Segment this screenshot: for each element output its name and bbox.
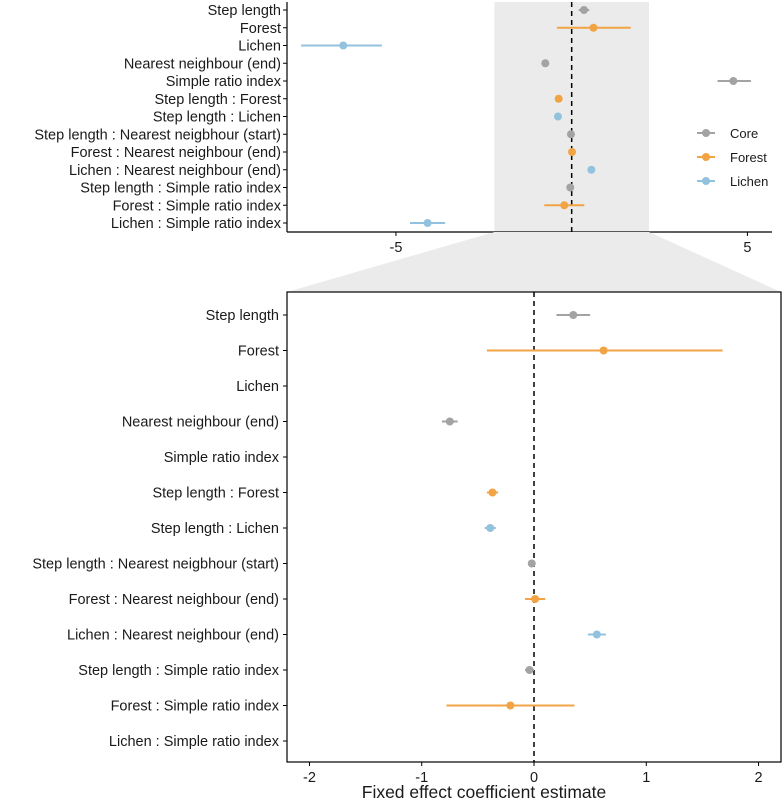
- legend-swatch-point-core: [702, 129, 710, 137]
- zoom-panel: Step length Forest Lichen Nearest neighbour…: [32, 291, 782, 802]
- zoom-highlight-region: [494, 2, 649, 232]
- overview-row-label-step-length-forest: Step length : Forest: [154, 92, 281, 108]
- overview-row-label-nearest-neighbour-end: Nearest neighbour (end): [124, 56, 281, 72]
- zoom-point-step-length-lichen: [486, 524, 495, 532]
- overview-point-step-length-forest: [554, 94, 563, 103]
- overview-row-label-step-length-simple-ratio-index: Step length : Simple ratio index: [80, 181, 281, 197]
- zoom-point-nearest-neighbour-end: [445, 417, 454, 426]
- overview-point-simple-ratio-index: [729, 77, 738, 85]
- overview-row-label-step-length-nearest-neigbhour-start: Step length : Nearest neigbhour (start): [34, 127, 281, 143]
- overview-point-step-length-nearest-neigbhour-start: [566, 130, 575, 139]
- zoom-point-step-length-simple-ratio-index: [525, 666, 534, 674]
- zoom-row-label-lichen: Lichen: [236, 379, 279, 395]
- overview-row-label-step-length-lichen: Step length : Lichen: [153, 110, 281, 126]
- overview-point-lichen-simple-ratio-index: [423, 219, 432, 227]
- zoom-x-tick-label: -1: [415, 770, 428, 786]
- zoom-point-forest-simple-ratio-index: [506, 701, 515, 710]
- overview-point-forest-simple-ratio-index: [560, 201, 569, 210]
- zoom-row-label-forest-nearest-neighbour-end: Forest : Nearest neighbour (end): [69, 592, 279, 608]
- zoom-row-label-nearest-neighbour-end: Nearest neighbour (end): [122, 415, 279, 431]
- zoom-point-step-length-nearest-neigbhour-start: [527, 559, 536, 568]
- overview-point-nearest-neighbour-end: [541, 59, 550, 68]
- legend-swatch-point-lichen: [702, 177, 710, 185]
- overview-point-step-length: [579, 6, 588, 14]
- x-axis-title: Fixed effect coefficient estimate: [362, 782, 606, 802]
- overview-point-forest: [589, 23, 598, 32]
- zoom-connector-band: [287, 232, 781, 292]
- overview-row-label-forest-simple-ratio-index: Forest : Simple ratio index: [113, 198, 282, 214]
- overview-row-label-step-length: Step length: [208, 3, 281, 19]
- legend-label-forest: Forest: [730, 150, 767, 165]
- overview-x-tick-label: 5: [743, 240, 751, 256]
- zoom-row-label-simple-ratio-index: Simple ratio index: [164, 450, 280, 466]
- overview-x-tick-label: -5: [389, 240, 402, 256]
- zoom-connector: [287, 232, 781, 292]
- zoom-x-tick-label: 2: [755, 770, 763, 786]
- zoom-row-label-forest: Forest: [238, 344, 279, 360]
- zoom-point-forest-nearest-neighbour-end: [531, 595, 540, 603]
- overview-point-lichen: [339, 41, 348, 50]
- zoom-row-label-step-length-lichen: Step length : Lichen: [151, 521, 279, 537]
- zoom-point-lichen-nearest-neighbour-end: [592, 630, 601, 639]
- overview-point-forest-nearest-neighbour-end: [568, 148, 577, 156]
- legend-label-core: Core: [730, 126, 758, 141]
- overview-row-label-lichen-simple-ratio-index: Lichen : Simple ratio index: [111, 216, 282, 232]
- legend-swatch-point-forest: [702, 153, 710, 161]
- zoom-row-label-step-length-nearest-neigbhour-start: Step length : Nearest neigbhour (start): [32, 557, 279, 573]
- legend-label-lichen: Lichen: [730, 174, 768, 189]
- zoom-row-label-lichen-simple-ratio-index: Lichen : Simple ratio index: [109, 734, 280, 750]
- zoom-point-step-length: [569, 311, 578, 319]
- overview-row-label-forest: Forest: [240, 21, 281, 37]
- zoom-row-label-lichen-nearest-neighbour-end: Lichen : Nearest neighbour (end): [67, 628, 279, 644]
- zoom-row-label-step-length: Step length: [206, 308, 279, 324]
- zoom-point-forest: [599, 346, 608, 355]
- overview-row-label-forest-nearest-neighbour-end: Forest : Nearest neighbour (end): [71, 145, 281, 161]
- zoom-row-label-step-length-forest: Step length : Forest: [152, 486, 279, 502]
- overview-row-label-simple-ratio-index: Simple ratio index: [166, 74, 282, 90]
- zoom-point-step-length-forest: [488, 488, 497, 497]
- zoom-x-tick-label: 1: [642, 770, 650, 786]
- overview-row-label-lichen-nearest-neighbour-end: Lichen : Nearest neighbour (end): [69, 163, 281, 179]
- zoom-row-label-step-length-simple-ratio-index: Step length : Simple ratio index: [78, 663, 279, 679]
- zoom-x-tick-label: 0: [530, 770, 538, 786]
- overview-point-step-length-lichen: [553, 112, 562, 121]
- overview-point-step-length-simple-ratio-index: [566, 183, 575, 192]
- zoom-row-label-forest-simple-ratio-index: Forest : Simple ratio index: [111, 699, 280, 715]
- zoom-x-tick-label: -2: [303, 770, 316, 786]
- overview-point-lichen-nearest-neighbour-end: [587, 165, 596, 174]
- overview-row-label-lichen: Lichen: [238, 39, 281, 55]
